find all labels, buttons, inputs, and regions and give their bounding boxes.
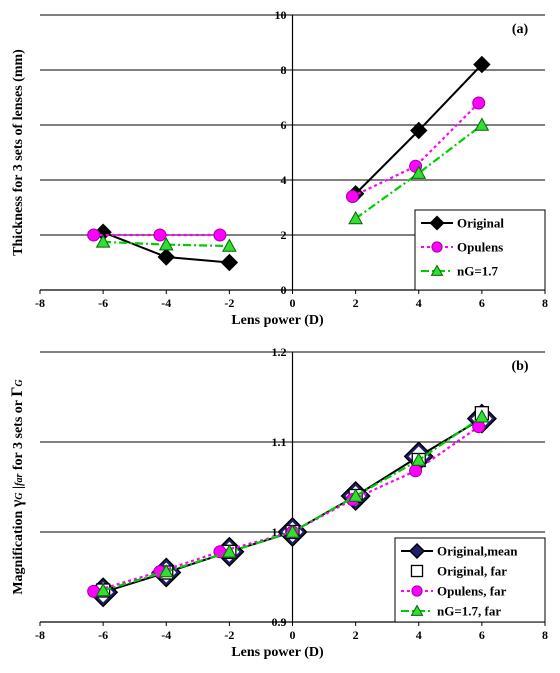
triangle-marker	[158, 237, 174, 251]
triangle-marker	[222, 544, 237, 558]
legend-entry: Original	[457, 216, 504, 231]
triangle-marker	[474, 117, 490, 131]
circle-marker	[472, 96, 486, 110]
circle-marker	[153, 228, 167, 242]
diamond-marker	[473, 55, 491, 74]
diamond-marker	[220, 253, 239, 272]
circle-marker	[87, 228, 101, 242]
x-tick-label: 2	[353, 628, 359, 642]
triangle-marker	[95, 234, 111, 248]
y-axis-title-part: γ	[9, 499, 26, 508]
triangle-marker	[285, 524, 300, 538]
x-tick-label: 0	[290, 296, 296, 310]
y-axis-title: Thickness for 3 sets of lenses (mm)	[11, 49, 26, 256]
triangle-marker	[430, 264, 444, 276]
x-tick-label: 0	[290, 628, 296, 642]
y-tick-label: 4	[281, 173, 287, 187]
y-axis-title-part: far	[14, 474, 25, 486]
circle-marker	[409, 464, 423, 478]
square-marker	[410, 564, 424, 578]
series-line	[354, 124, 483, 220]
diamond-marker	[429, 215, 445, 231]
x-tick-label: 4	[416, 296, 422, 310]
y-tick-label: 10	[275, 8, 287, 22]
legend: Original,mean Original, far Opulens, far nG…	[394, 537, 546, 623]
series-line	[351, 102, 480, 198]
series-ng-1-7	[95, 117, 490, 252]
triangle-marker	[348, 210, 363, 225]
chart-panel-a: -8 -6 -4 -2 0 2 4 6 8 0 2 4 6 8 10 Lens power (D) Thickn…	[11, 8, 548, 328]
diamond-marker	[408, 542, 426, 560]
x-tick-label: -2	[224, 628, 234, 642]
legend-entry: Original,mean	[437, 544, 518, 559]
triangle-marker	[411, 452, 427, 466]
y-tick-label: 1.2	[272, 345, 287, 359]
series-line	[103, 240, 230, 248]
legend-entry: Opulens, far	[437, 584, 507, 599]
x-tick-label: 8	[542, 628, 548, 642]
legend-entry: nG=1.7, far	[437, 604, 501, 619]
y-tick-label: 8	[281, 63, 287, 77]
x-tick-label: -4	[161, 296, 171, 310]
panel-label: (b)	[511, 359, 528, 374]
circle-marker	[213, 228, 227, 242]
series-ng-1-7-far	[95, 409, 490, 597]
x-axis-title: Lens power (D)	[231, 645, 324, 660]
x-tick-label: 2	[353, 296, 359, 310]
series-original	[94, 55, 491, 272]
legend-entry: Original, far	[437, 564, 507, 579]
x-tick-label: 4	[416, 628, 422, 642]
x-axis-title: Lens power (D)	[231, 313, 324, 328]
triangle-marker	[410, 604, 424, 616]
x-tick-label: -8	[35, 296, 45, 310]
y-axis-title-part: for 3 sets or	[11, 397, 26, 474]
y-tick-label: 1.1	[272, 435, 287, 449]
x-tick-label: -2	[224, 296, 234, 310]
x-tick-label: -8	[35, 628, 45, 642]
y-tick-label: 6	[281, 118, 287, 132]
legend: Original Opulens nG=1.7	[414, 209, 546, 291]
x-tick-label: 8	[542, 296, 548, 310]
x-tick-label: 6	[479, 296, 485, 310]
legend-entry: Opulens	[457, 240, 503, 255]
triangle-marker	[474, 409, 490, 423]
y-tick-label: 0	[281, 283, 287, 297]
panel-label: (a)	[512, 22, 529, 37]
y-axis-title: Magnification γG |far for 3 sets or ΓG	[9, 379, 26, 595]
diamond-marker	[157, 248, 175, 266]
y-axis-title-part: G	[14, 379, 25, 387]
y-tick-label: 2	[281, 228, 287, 242]
x-tick-label: 6	[479, 628, 485, 642]
y-axis-title-part: G	[14, 492, 25, 500]
x-tick-label: -4	[161, 628, 171, 642]
y-tick-label: 0.9	[272, 615, 287, 629]
y-axis-title-part: |	[11, 486, 26, 493]
legend-entry: nG=1.7	[457, 264, 498, 279]
triangle-marker	[348, 488, 363, 502]
circle-marker	[431, 241, 443, 253]
y-axis-title-part: Γ	[9, 387, 26, 397]
x-tick-label: -6	[98, 296, 108, 310]
triangle-marker	[158, 564, 174, 578]
triangle-marker	[411, 165, 427, 179]
x-tick-label: -6	[98, 628, 108, 642]
circle-marker	[411, 585, 423, 597]
series-opulens	[87, 96, 486, 242]
triangle-marker	[95, 582, 111, 597]
circle-marker	[345, 190, 359, 203]
y-axis-title-part: Magnification	[11, 507, 26, 595]
triangle-marker	[222, 238, 237, 252]
diamond-marker	[410, 121, 428, 140]
